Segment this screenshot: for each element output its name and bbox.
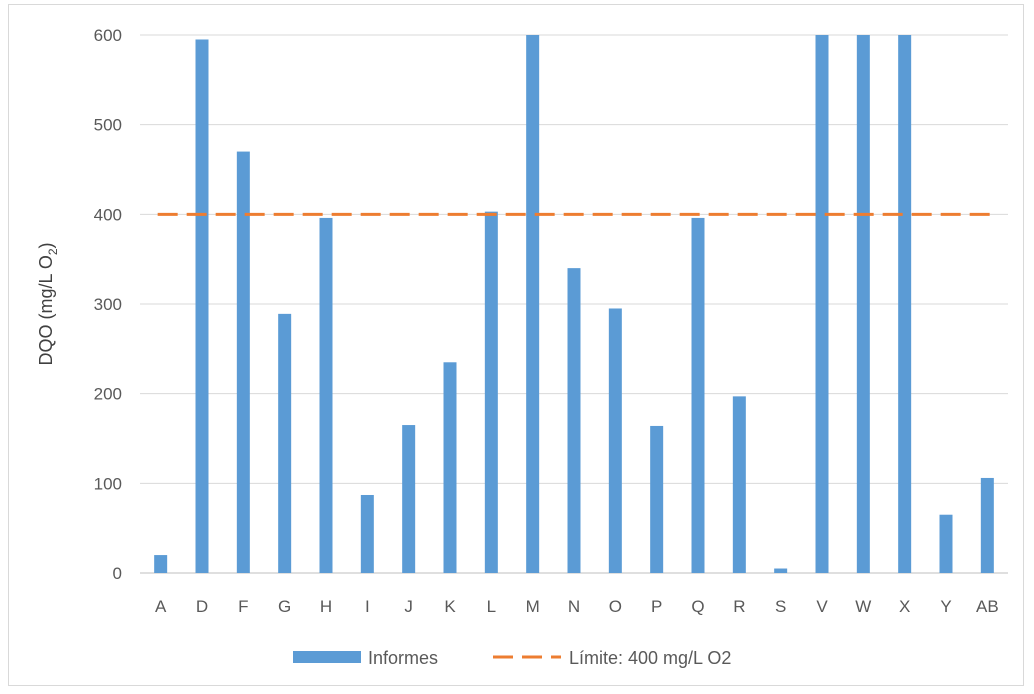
x-tick-label: H	[320, 597, 332, 616]
bar-r	[732, 396, 746, 573]
legend-label-limite: Límite: 400 mg/L O2	[569, 648, 731, 668]
x-tick-label: K	[444, 597, 456, 616]
y-axis-title: DQO (mg/L O2)	[36, 242, 60, 365]
bar-x	[898, 35, 912, 573]
x-tick-label: Q	[691, 597, 704, 616]
x-tick-label: W	[855, 597, 871, 616]
bar-l	[484, 211, 498, 574]
x-tick-label: P	[651, 597, 662, 616]
y-tick-label: 400	[94, 205, 122, 224]
y-tick-label: 100	[94, 474, 122, 493]
x-tick-label: A	[155, 597, 167, 616]
y-axis-title-subscript: 2	[46, 248, 60, 255]
bar-w	[856, 35, 870, 573]
legend-label-informes: Informes	[368, 648, 438, 668]
legend-swatch-informes	[293, 651, 361, 663]
bar-k	[443, 362, 457, 573]
x-tick-label: N	[568, 597, 580, 616]
bar-v	[815, 35, 829, 573]
x-tick-label: R	[733, 597, 745, 616]
x-tick-label: V	[816, 597, 828, 616]
y-tick-label: 300	[94, 295, 122, 314]
bar-d	[195, 39, 209, 573]
bar-q	[691, 217, 705, 574]
x-tick-labels: A D F G H I J K L M N O P Q R S V W X Y AB	[155, 597, 999, 616]
y-tick-label: 500	[94, 116, 122, 135]
bars	[154, 35, 994, 574]
bar-j	[402, 425, 416, 573]
bar-a	[154, 555, 168, 573]
x-tick-label: AB	[976, 597, 999, 616]
x-tick-label: S	[775, 597, 786, 616]
bar-s	[774, 568, 788, 573]
bar-g	[278, 313, 292, 573]
bar-f	[236, 151, 250, 574]
bar-y	[939, 514, 953, 573]
x-tick-label: M	[526, 597, 540, 616]
x-tick-label: D	[196, 597, 208, 616]
x-tick-label: F	[238, 597, 248, 616]
bar-m	[526, 35, 540, 573]
y-tick-labels: 0 100 200 300 400 500 600	[94, 26, 122, 583]
bar-ab	[980, 477, 994, 573]
bar-n	[567, 268, 581, 573]
bar-o	[608, 308, 622, 573]
y-tick-label: 200	[94, 385, 122, 404]
x-tick-label: J	[404, 597, 413, 616]
bar-p	[650, 425, 664, 573]
x-tick-label: I	[365, 597, 370, 616]
y-tick-label: 600	[94, 26, 122, 45]
x-tick-label: G	[278, 597, 291, 616]
x-tick-label: O	[609, 597, 622, 616]
chart-frame	[8, 4, 1024, 686]
x-tick-label: X	[899, 597, 910, 616]
bar-h	[319, 217, 333, 574]
x-tick-label: L	[487, 597, 496, 616]
bar-i	[360, 494, 374, 573]
x-tick-label: Y	[940, 597, 951, 616]
legend: Informes Límite: 400 mg/L O2	[293, 648, 731, 668]
y-tick-label: 0	[113, 564, 122, 583]
